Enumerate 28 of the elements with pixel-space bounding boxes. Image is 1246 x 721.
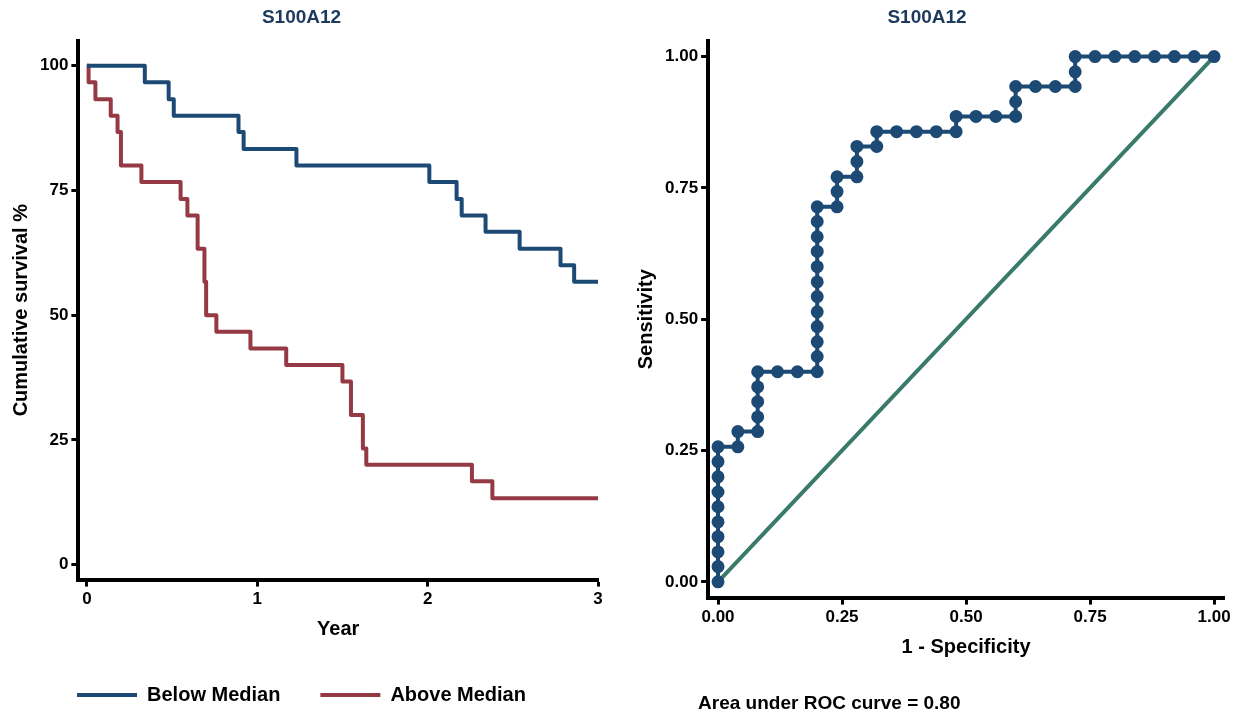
- x-axis-title: Year: [317, 616, 360, 639]
- x-tick-label: 0.75: [1073, 607, 1107, 627]
- x-axis-title: 1 - Specificity: [901, 634, 1032, 657]
- x-tick-label: 1: [252, 589, 262, 609]
- x-tick-label: 0.25: [825, 607, 859, 627]
- y-tick-label: 0.00: [664, 571, 699, 591]
- x-tick-label: 1.00: [1197, 607, 1231, 627]
- text: Area under ROC curve = 0.80: [698, 691, 961, 713]
- y-tick-label: 0.25: [664, 440, 699, 460]
- chart-title: S100A12: [261, 5, 342, 27]
- y-axis-title: Cumulative survival %: [8, 203, 31, 417]
- y-tick-label: 50: [49, 304, 69, 324]
- x-tick-label: 3: [593, 589, 603, 609]
- y-tick-label: 0.50: [664, 308, 699, 328]
- x-tick-label: 2: [422, 589, 433, 609]
- x-tick-label: 0.00: [701, 607, 735, 627]
- y-axis-title: Sensitivity: [633, 268, 656, 370]
- y-tick-label: 100: [39, 55, 69, 75]
- chart-title: S100A12: [887, 5, 967, 27]
- y-tick-label: 25: [49, 429, 69, 449]
- y-tick-label: 0.75: [664, 177, 699, 197]
- legend-label: Below Median: [147, 682, 281, 705]
- legend-label: Above Median: [390, 682, 526, 705]
- x-tick-label: 0.50: [949, 607, 983, 627]
- y-tick-label: 75: [49, 180, 69, 200]
- y-tick-label: 0: [58, 554, 69, 574]
- y-tick-label: 1.00: [664, 46, 699, 66]
- x-tick-label: 0: [82, 589, 92, 609]
